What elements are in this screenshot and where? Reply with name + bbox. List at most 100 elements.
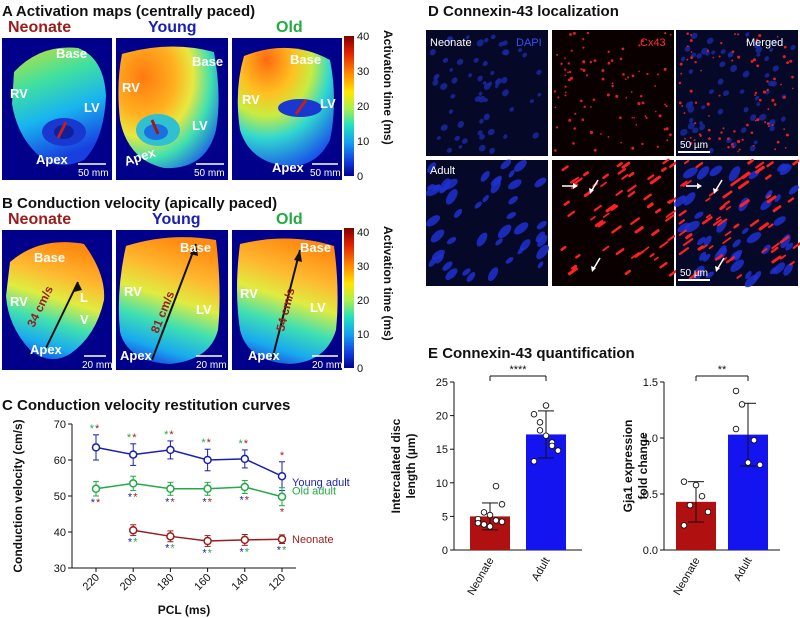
cx43-plaque: [653, 256, 659, 261]
micro-col-dapi: DAPI: [516, 37, 542, 49]
cx43-punctum: [601, 77, 605, 81]
cx43-punctum: [630, 91, 633, 93]
cx43-plaque: [594, 220, 604, 228]
cx43-punctum: [774, 148, 777, 151]
cx43-plaque: [685, 233, 693, 240]
nucleus: [462, 268, 471, 276]
label-rv: RV: [10, 86, 28, 101]
nucleus: [479, 134, 485, 140]
cx43-punctum: [654, 85, 657, 87]
sig-star: *: [245, 494, 250, 506]
scale-bar-d: 50 µm: [680, 140, 708, 151]
cx43-plaque: [659, 261, 668, 269]
scale-bar-d: 50 µm: [680, 268, 708, 279]
cx43-punctum: [689, 39, 693, 43]
cx43-plaque: [659, 241, 669, 249]
y-axis-title-line2: fold change: [636, 432, 650, 500]
nucleus: [703, 235, 712, 247]
cx43-plaque: [624, 269, 631, 276]
cx43-plaque: [563, 200, 570, 206]
cx43-plaque: [634, 250, 645, 258]
cx43-punctum: [633, 117, 635, 119]
y-axis-title-line2: length (µm): [404, 434, 418, 499]
sig-star: *: [170, 496, 175, 508]
cx43-punctum: [690, 51, 693, 53]
x-axis-title: PCL (ms): [158, 603, 210, 617]
nucleus: [501, 76, 508, 84]
arrow-indicator: [715, 179, 723, 191]
cx43-plaque: [643, 193, 652, 201]
cx43-plaque: [634, 226, 644, 234]
cx43-plaque: [567, 210, 576, 217]
cx43-punctum: [658, 114, 662, 118]
x-tick-label: Adult: [732, 556, 755, 584]
sig-star: *: [208, 547, 213, 559]
cx43-plaque: [678, 219, 686, 225]
cx43-punctum: [694, 101, 698, 104]
nucleus: [503, 134, 508, 139]
cx43-punctum: [635, 124, 638, 126]
cx43-plaque: [761, 248, 768, 254]
cx43-punctum: [754, 119, 757, 122]
nucleus: [482, 61, 488, 67]
sig-star: *: [164, 429, 169, 441]
nucleus: [741, 227, 749, 234]
cx43-punctum: [686, 32, 689, 35]
panel-a-title: A Activation maps (centrally paced): [2, 3, 255, 20]
cx43-punctum: [568, 118, 572, 122]
svg-text:20: 20: [357, 101, 369, 113]
data-point: [91, 484, 101, 494]
cx43-punctum: [722, 127, 725, 130]
nucleus: [777, 163, 786, 172]
svg-text:0: 0: [357, 363, 363, 375]
nucleus: [483, 113, 490, 121]
nucleus: [508, 195, 518, 205]
cx43-punctum: [738, 148, 741, 151]
nucleus: [508, 179, 522, 190]
cx43-punctum: [737, 33, 740, 36]
cx43-plaque: [649, 253, 655, 258]
sig-star: *: [201, 437, 206, 449]
nucleus: [694, 211, 704, 219]
cx43-plaque: [767, 223, 774, 229]
arrow-head: [591, 266, 596, 272]
cv-map-neonate: 34 cm/s Base RV L V Apex 20 mm: [2, 230, 113, 371]
nucleus: [687, 122, 695, 130]
nucleus: [764, 191, 773, 199]
sig-star: *: [133, 492, 138, 504]
cx43-punctum: [678, 101, 682, 105]
y-tick-label: 30: [54, 563, 66, 575]
cx43-plaque: [764, 174, 772, 180]
cx43-punctum: [730, 143, 734, 146]
label-apex: Apex: [36, 152, 69, 167]
nucleus: [755, 46, 763, 54]
cx43-punctum: [727, 137, 730, 140]
nucleus: [433, 74, 439, 81]
scale-bar-label: 20 mm: [196, 360, 227, 371]
panel-e-title: E Connexin-43 quantification: [428, 345, 635, 362]
cx43-punctum: [664, 32, 667, 35]
cx43-punctum: [637, 102, 641, 106]
nucleus: [429, 49, 436, 56]
cx43-punctum: [582, 38, 585, 41]
cx43-plaque: [789, 261, 795, 266]
cx43-punctum: [583, 105, 586, 108]
cx43-plaque: [649, 175, 661, 185]
nucleus: [696, 166, 710, 180]
cx43-plaque: [770, 246, 779, 253]
nucleus: [705, 271, 715, 279]
cx43-plaque: [630, 252, 640, 259]
cx43-punctum: [619, 57, 623, 61]
micro-col-cx43: Cx43: [640, 37, 666, 49]
cx43-punctum: [589, 60, 593, 64]
data-point: [480, 521, 488, 528]
sig-star: *: [282, 545, 287, 557]
nucleus: [477, 130, 483, 136]
cx43-punctum: [615, 94, 619, 98]
nucleus: [495, 238, 503, 246]
cx43-plaque: [787, 197, 795, 203]
cx43-punctum: [758, 34, 762, 38]
sig-star: *: [90, 423, 95, 435]
cx43-punctum: [694, 60, 697, 64]
label-base: Base: [34, 250, 65, 265]
